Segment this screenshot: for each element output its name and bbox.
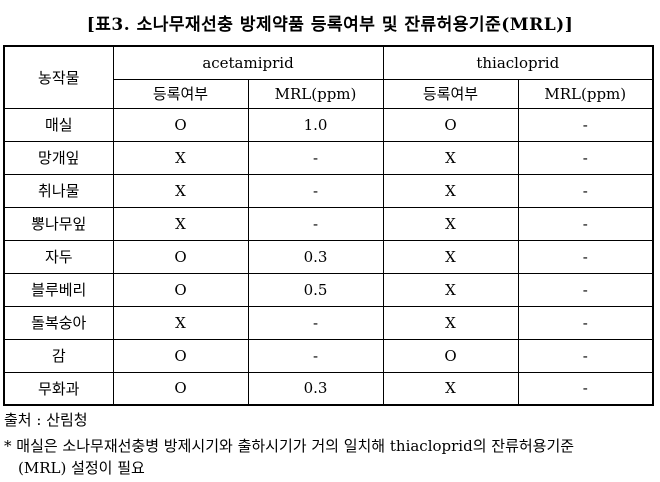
table-row: 망개잎 X - X -: [3, 140, 654, 175]
subheader-acetamiprid-mrl: MRL(ppm): [247, 78, 384, 109]
subheader-acetamiprid-registration: 등록여부: [112, 78, 249, 109]
header-thiacloprid: thiacloprid: [382, 45, 654, 80]
value-cell: -: [517, 140, 654, 175]
crop-name-cell: 무화과: [3, 371, 114, 406]
value-cell: -: [517, 173, 654, 208]
footnote-line1: * 매실은 소나무재선충병 방제시기와 출하시기가 거의 일치해 thiaclo…: [4, 436, 575, 455]
header-row-groups: 농작물 acetamiprid thiacloprid: [3, 45, 654, 109]
table-row: 취나물 X - X -: [3, 173, 654, 208]
value-cell: 1.0: [247, 107, 384, 142]
value-cell: -: [517, 338, 654, 373]
value-cell: -: [517, 305, 654, 340]
value-cell: -: [517, 239, 654, 274]
crop-name-cell: 망개잎: [3, 140, 114, 175]
crop-name-cell: 매실: [3, 107, 114, 142]
value-cell: X: [112, 305, 249, 340]
crop-name-cell: 블루베리: [3, 272, 114, 307]
header-row-subs: 등록여부 MRL(ppm) 등록여부 MRL(ppm): [4, 78, 654, 109]
value-cell: X: [382, 206, 519, 241]
table-row: 돌복숭아 X - X -: [3, 305, 654, 340]
value-cell: -: [247, 173, 384, 208]
table-row: 자두 O 0.3 X -: [3, 239, 654, 274]
value-cell: O: [112, 371, 249, 406]
value-cell: X: [112, 140, 249, 175]
value-cell: -: [247, 140, 384, 175]
crop-name-cell: 감: [3, 338, 114, 373]
footnote-line2: (MRL) 설정이 필요: [18, 458, 145, 477]
value-cell: -: [247, 305, 384, 340]
value-cell: 0.3: [247, 371, 384, 406]
crop-name-cell: 취나물: [3, 173, 114, 208]
subheader-thiacloprid-mrl: MRL(ppm): [517, 78, 654, 109]
value-cell: -: [517, 107, 654, 142]
crop-name-cell: 뽕나무잎: [3, 206, 114, 241]
header-acetamiprid: acetamiprid: [112, 45, 384, 80]
table-row: 무화과 O 0.3 X -: [3, 371, 654, 406]
value-cell: -: [247, 206, 384, 241]
value-cell: 0.5: [247, 272, 384, 307]
value-cell: X: [382, 371, 519, 406]
subheader-thiacloprid-registration: 등록여부: [382, 78, 519, 109]
value-cell: -: [517, 371, 654, 406]
value-cell: X: [382, 239, 519, 274]
value-cell: O: [382, 107, 519, 142]
value-cell: O: [112, 107, 249, 142]
value-cell: O: [382, 338, 519, 373]
value-cell: X: [382, 272, 519, 307]
value-cell: X: [382, 173, 519, 208]
table-title: [표3. 소나무재선충 방제약품 등록여부 및 잔류허용기준(MRL)]: [86, 15, 574, 35]
value-cell: -: [247, 338, 384, 373]
footer: 출처 : 산림청 * 매실은 소나무재선충병 방제시기와 출하시기가 거의 일치…: [4, 410, 660, 479]
mrl-table: 농작물 acetamiprid thiacloprid 등록여부 MRL(ppm…: [3, 45, 655, 406]
value-cell: O: [112, 239, 249, 274]
value-cell: -: [517, 272, 654, 307]
table-row: 블루베리 O 0.5 X -: [3, 272, 654, 307]
crop-name-cell: 돌복숭아: [3, 305, 114, 340]
table-row: 감 O - O -: [3, 338, 654, 373]
value-cell: O: [112, 272, 249, 307]
value-cell: O: [112, 338, 249, 373]
value-cell: X: [382, 305, 519, 340]
value-cell: -: [517, 206, 654, 241]
source-text: 출처 : 산림청: [4, 411, 88, 429]
value-cell: X: [112, 173, 249, 208]
value-cell: 0.3: [247, 239, 384, 274]
table-row: 매실 O 1.0 O -: [3, 107, 654, 142]
value-cell: X: [112, 206, 249, 241]
table-row: 뽕나무잎 X - X -: [3, 206, 654, 241]
crop-name-cell: 자두: [3, 239, 114, 274]
value-cell: X: [382, 140, 519, 175]
header-crop: 농작물: [3, 45, 114, 109]
